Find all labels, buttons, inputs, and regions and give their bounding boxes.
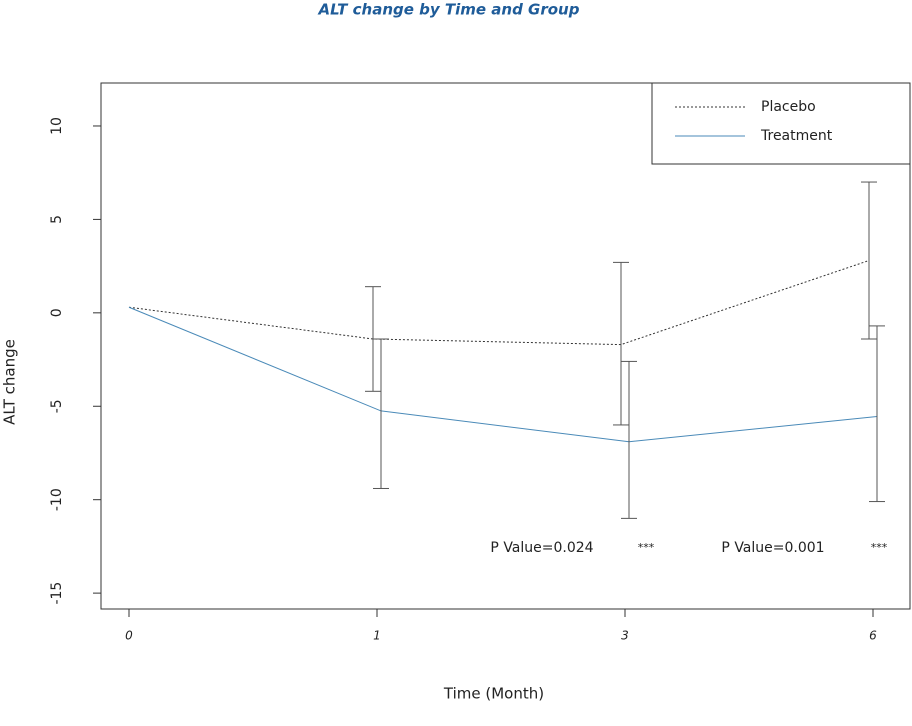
series-line bbox=[128, 260, 870, 346]
y-tick-label: -15 bbox=[49, 582, 65, 605]
annotation: P Value=0.024 bbox=[490, 540, 593, 556]
x-tick-label: 0 bbox=[125, 629, 133, 643]
annotation: *** bbox=[871, 541, 888, 554]
y-tick-label: 10 bbox=[49, 117, 65, 135]
x-tick-label: 6 bbox=[869, 629, 877, 643]
legend-label: Treatment bbox=[760, 128, 833, 144]
y-tick-label: -10 bbox=[49, 488, 65, 511]
y-tick-label: 5 bbox=[49, 215, 65, 224]
y-tick-label: 0 bbox=[49, 308, 65, 317]
series-line bbox=[128, 306, 878, 443]
x-axis-label: Time (Month) bbox=[443, 685, 544, 703]
x-tick-label: 1 bbox=[373, 629, 381, 643]
annotation: *** bbox=[638, 541, 655, 554]
annotation: P Value=0.001 bbox=[721, 540, 824, 556]
chart-title: ALT change by Time and Group bbox=[318, 1, 580, 19]
y-tick-label: -5 bbox=[49, 399, 65, 413]
legend-box bbox=[651, 82, 911, 165]
plot-frame bbox=[100, 82, 911, 610]
y-axis-label: ALT change bbox=[1, 339, 19, 425]
x-tick-label: 3 bbox=[621, 629, 629, 643]
legend-label: Placebo bbox=[761, 99, 816, 115]
